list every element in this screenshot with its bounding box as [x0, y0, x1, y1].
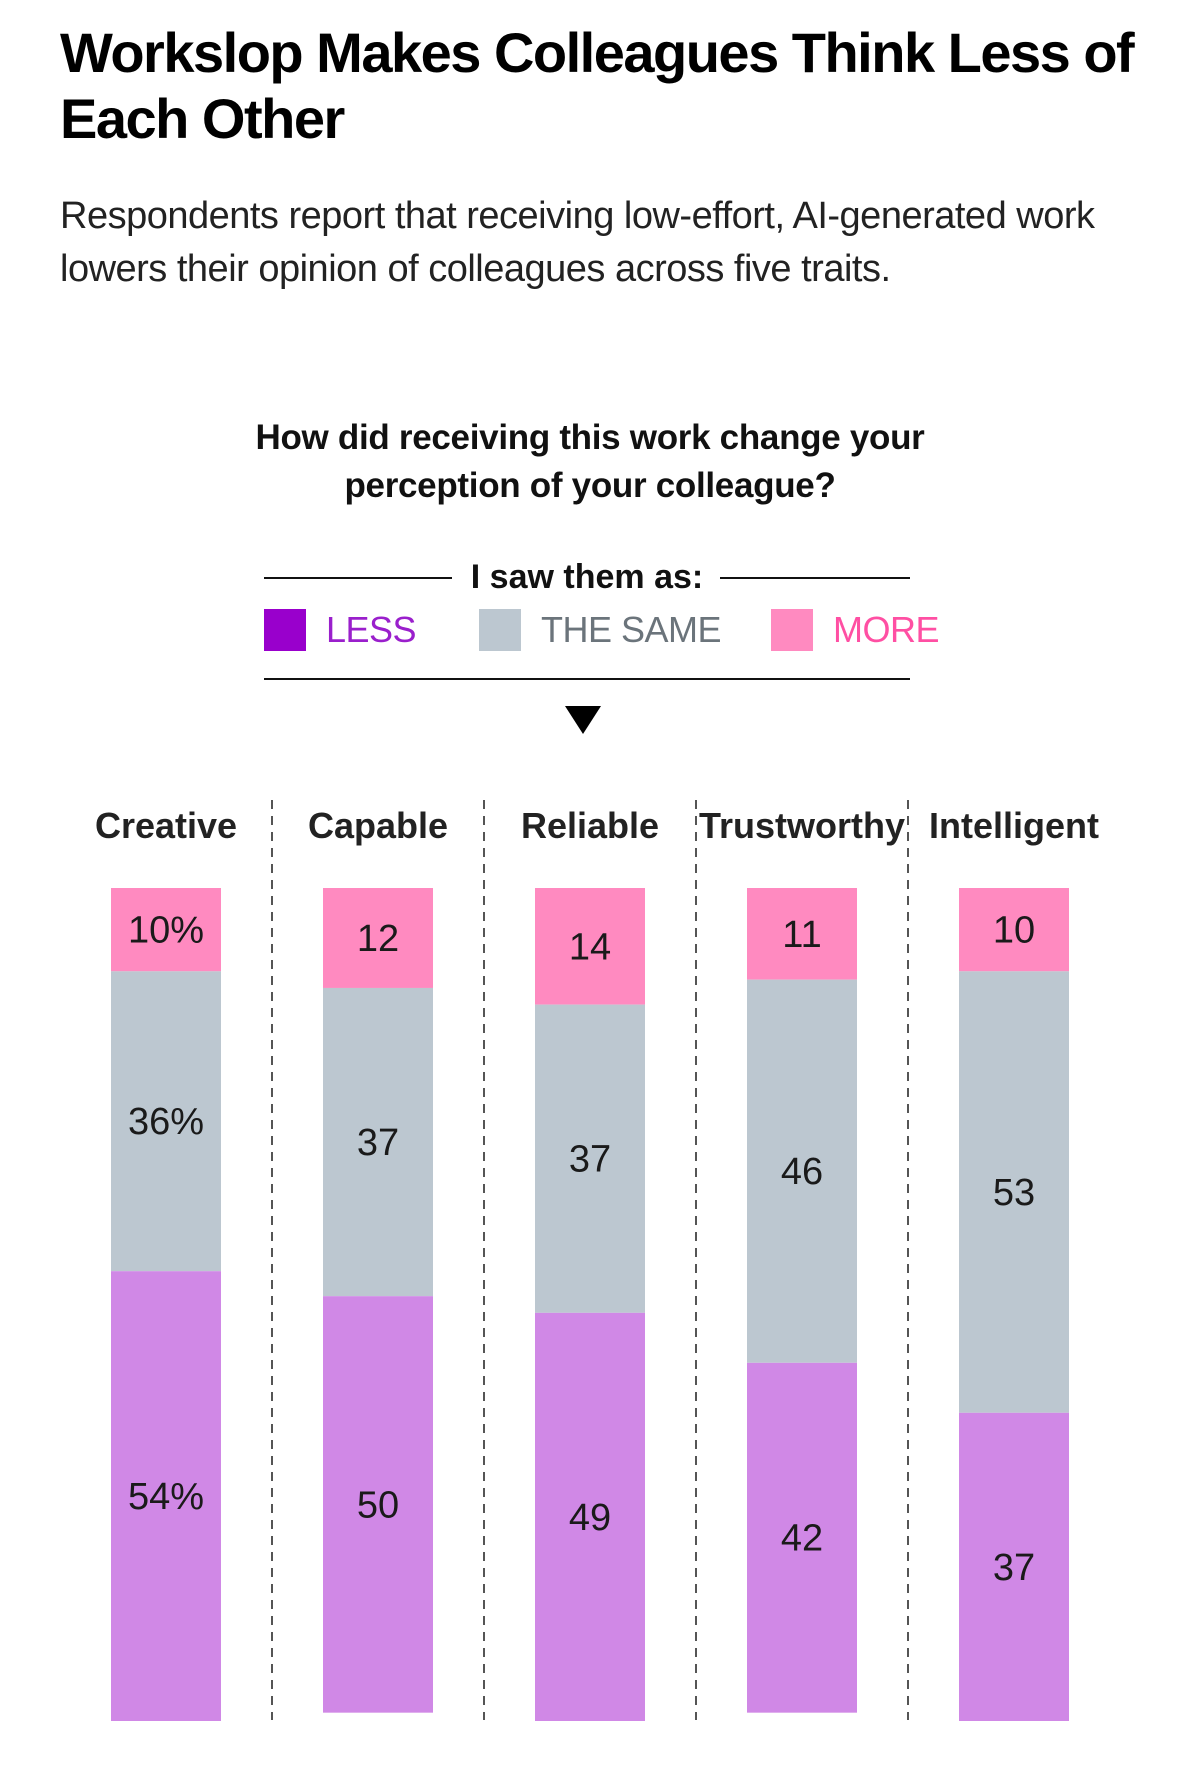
data-label-the-same: 37: [357, 1122, 399, 1164]
legend-label-less: LESS: [326, 609, 417, 650]
bar-segment-more: [111, 888, 221, 972]
data-label-the-same: 53: [993, 1172, 1035, 1214]
legend-item-more: MORE: [771, 609, 940, 651]
bar-segment-less: [323, 1296, 433, 1713]
survey-question: How did receiving this work change your …: [255, 418, 925, 505]
bar-segment-less: [535, 1312, 645, 1721]
bar-segment-more: [535, 888, 645, 1005]
legend-bottom-rule: [264, 678, 910, 680]
data-label-less: 37: [993, 1547, 1035, 1589]
bar-segment-more: [747, 888, 857, 980]
legend-item-same: THE SAME: [479, 609, 722, 651]
bar-segment-the-same: [747, 979, 857, 1363]
category-label: Trustworthy: [699, 805, 905, 846]
data-label-the-same: 46: [781, 1151, 823, 1193]
bar-segment-more: [323, 888, 433, 988]
category-label: Creative: [95, 805, 237, 846]
bar-segment-less: [747, 1362, 857, 1713]
legend-swatch-less: [264, 609, 306, 651]
legend-top-rule-left: [264, 577, 452, 579]
legend-item-less: LESS: [264, 609, 417, 651]
data-label-more: 10%: [128, 910, 204, 952]
stacked-bar-chart: Creative 10% 36% 54% Capable 12 37 50 Reliable 14…: [95, 800, 1099, 1721]
bar-segment-more: [959, 888, 1069, 972]
bar-segment-the-same: [111, 971, 221, 1272]
legend-swatch-more: [771, 609, 813, 651]
legend-heading: I saw them as:: [264, 557, 910, 597]
bar-segment-less: [959, 1412, 1069, 1721]
legend-label-same: THE SAME: [541, 609, 722, 650]
category-label: Reliable: [521, 805, 659, 846]
legend-top-rule-right: [720, 577, 910, 579]
bar-segment-the-same: [323, 987, 433, 1297]
data-label-the-same: 36%: [128, 1101, 204, 1143]
data-label-less: 54%: [128, 1476, 204, 1518]
bar-segment-the-same: [535, 1004, 645, 1313]
legend-label-more: MORE: [833, 609, 940, 650]
legend-heading-text: I saw them as:: [458, 558, 716, 596]
bar-segment-the-same: [959, 971, 1069, 1413]
data-label-more: 10: [993, 910, 1035, 952]
chart-title: Workslop Makes Colleagues Think Less of …: [60, 21, 1135, 150]
data-label-less: 49: [569, 1497, 611, 1539]
data-label-less: 50: [357, 1484, 399, 1526]
bar-segment-less: [111, 1271, 221, 1721]
data-label-more: 14: [569, 926, 611, 968]
chart-subtitle: Respondents report that receiving low-ef…: [60, 195, 1095, 290]
data-label-less: 42: [781, 1518, 823, 1560]
data-label-more: 12: [357, 918, 399, 960]
down-triangle-icon: [565, 706, 601, 734]
data-label-the-same: 37: [569, 1139, 611, 1181]
category-label: Capable: [308, 805, 448, 846]
legend-swatch-same: [479, 609, 521, 651]
category-label: Intelligent: [929, 805, 1099, 846]
data-label-more: 11: [782, 914, 821, 956]
